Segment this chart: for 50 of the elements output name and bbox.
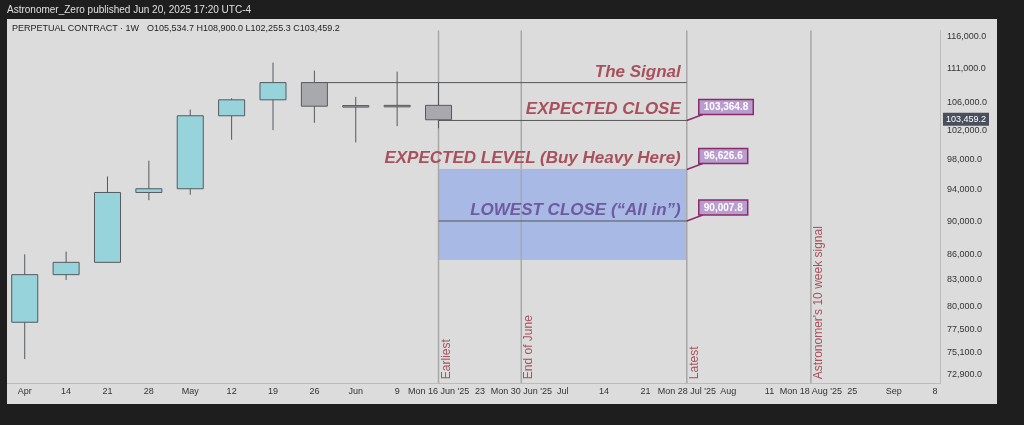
x-tick-label: 8: [932, 386, 938, 397]
y-tick-label: 102,000.0: [946, 124, 988, 135]
chart-subtitle: O105,534.7 H108,900.0 L102,255.3 C103,459.2: [147, 23, 340, 33]
annotation: 90,007.8: [703, 201, 744, 213]
annotation: The Signal: [594, 61, 683, 81]
y-tick-label: 116,000.0: [946, 31, 987, 42]
x-tick-label: 21: [640, 386, 651, 397]
y-tick-label: 75,100.0: [946, 347, 983, 358]
y-tick-label: 98,000.0: [946, 153, 983, 164]
x-tick-label: 12: [226, 386, 237, 397]
annotation: EXPECTED LEVEL (Buy Heavy Here): [384, 148, 682, 168]
y-tick-label: 86,000.0: [946, 248, 983, 259]
y-tick-label: 77,500.0: [946, 324, 983, 335]
x-tick-label: 14: [599, 386, 610, 397]
y-tick-label: 80,000.0: [946, 301, 983, 312]
x-tick-label: 21: [102, 386, 113, 397]
chart-title: PERPETUAL CONTRACT · 1W: [12, 23, 140, 33]
annotation: EXPECTED CLOSE: [525, 99, 682, 119]
ref-line-label: Earliest: [438, 338, 453, 380]
x-tick-label: 26: [309, 386, 320, 397]
x-tick-label: 19: [267, 386, 279, 397]
annotation: 96,626.6: [703, 150, 744, 162]
ref-line-label: Astronomer's 10 week signal: [810, 226, 825, 380]
x-tick-label: 25: [847, 386, 858, 397]
y-tick-label: 72,900.0: [946, 368, 983, 379]
annotation: 103,364.8: [703, 101, 749, 113]
x-tick-label: 11: [764, 386, 775, 397]
text: 103,459.2: [945, 114, 987, 125]
x-tick-label: Aug: [720, 386, 737, 397]
text: Astronomer_Zero published Jun 20, 2025 17:20 UTC-4: [7, 4, 252, 15]
x-tick-label: Mon 16 Jun '25: [407, 386, 470, 397]
x-tick-label: May: [181, 386, 200, 397]
y-tick-label: 94,000.0: [946, 183, 983, 194]
x-tick-label: Jun: [348, 386, 364, 397]
x-tick-label: 9: [394, 386, 400, 397]
x-tick-label: Mon 18 Aug '25: [779, 386, 843, 397]
x-tick-label: Apr: [17, 386, 32, 397]
x-tick-label: 14: [61, 386, 72, 397]
ref-line-label: End of June: [521, 314, 536, 380]
x-tick-label: Mon 30 Jun '25: [490, 386, 552, 397]
x-tick-label: Mon 28 Jul '25: [657, 386, 716, 397]
y-tick-label: 90,000.0: [946, 215, 983, 226]
x-tick-label: 23: [474, 386, 485, 397]
y-tick-label: 106,000.0: [946, 96, 988, 107]
x-tick-label: Jul: [556, 386, 569, 397]
x-tick-label: Sep: [885, 386, 902, 397]
y-tick-label: 83,000.0: [946, 274, 983, 285]
x-tick-label: 28: [143, 386, 154, 397]
y-tick-label: 111,000.0: [946, 63, 986, 74]
ref-line-label: Latest: [686, 345, 701, 380]
